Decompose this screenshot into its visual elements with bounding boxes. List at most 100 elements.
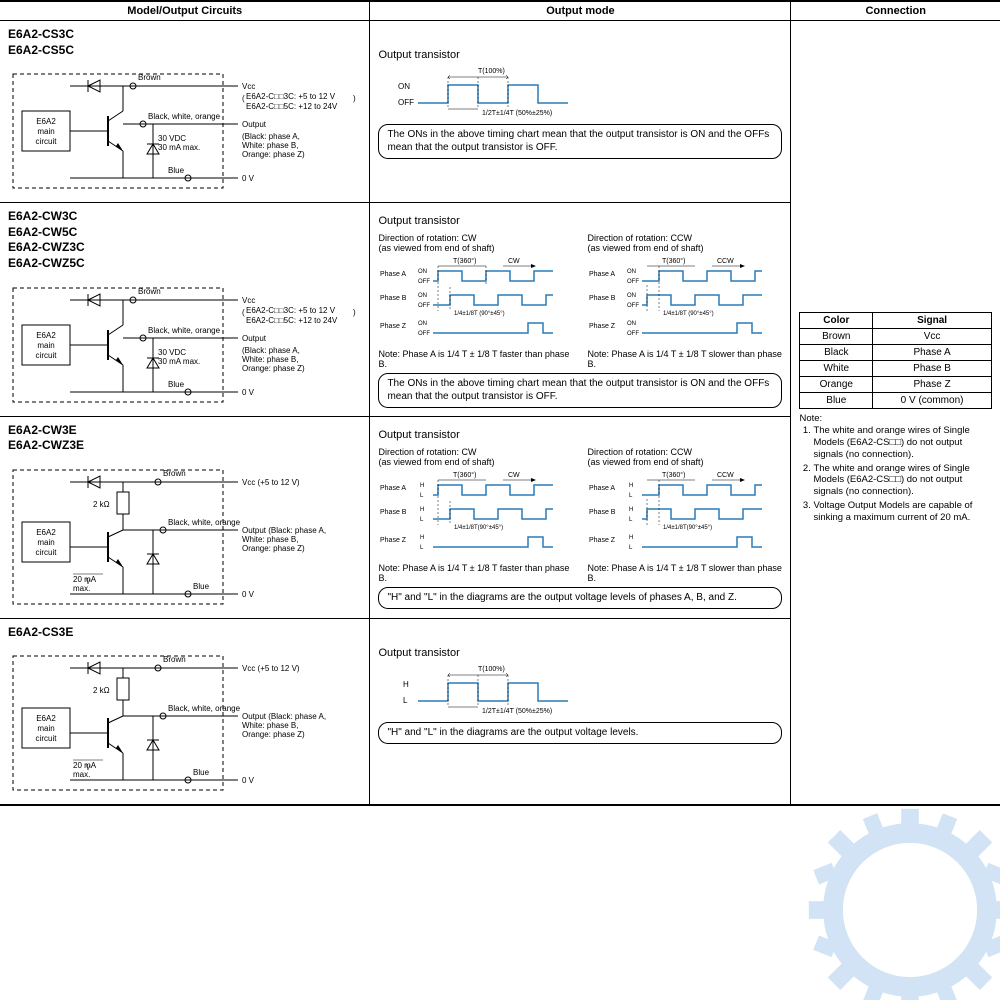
- svg-text:Vcc: Vcc: [242, 296, 255, 305]
- svg-text:(: (: [242, 308, 245, 317]
- rotation-cw-label: Direction of rotation: CW (as viewed fro…: [378, 233, 573, 253]
- svg-text:Phase A: Phase A: [380, 485, 406, 492]
- svg-text:H: H: [629, 507, 633, 513]
- svg-text:T(100%): T(100%): [478, 666, 505, 673]
- svg-text:ON: ON: [398, 82, 410, 91]
- svg-text:Blue: Blue: [193, 582, 210, 591]
- svg-text:E6A2: E6A2: [36, 331, 56, 340]
- svg-text:Phase A: Phase A: [589, 271, 615, 278]
- svg-text:CCW: CCW: [717, 472, 734, 479]
- svg-text:(Black: phase A,: (Black: phase A,: [242, 132, 300, 141]
- rotation-cw-label: Direction of rotation: CW (as viewed fro…: [378, 447, 573, 467]
- header-model: Model/Output Circuits: [0, 1, 370, 21]
- svg-text:Brown: Brown: [163, 655, 186, 664]
- note-cw: Note: Phase A is 1/4 T ± 1/8 T faster th…: [378, 349, 573, 369]
- svg-text:Brown: Brown: [163, 469, 186, 478]
- timing-ccw: T(360°) CCW Phase A H L Phase B H L: [587, 469, 782, 559]
- svg-text:Black, white, orange: Black, white, orange: [148, 326, 221, 335]
- svg-text:Phase A: Phase A: [589, 485, 615, 492]
- svg-text:L: L: [420, 517, 424, 523]
- svg-text:E6A2-C□□5C: +12 to 24V: E6A2-C□□5C: +12 to 24V: [246, 316, 338, 325]
- svg-text:Output: Output: [242, 120, 267, 129]
- svg-text:OFF: OFF: [418, 303, 430, 309]
- svg-text:ON: ON: [627, 293, 636, 299]
- svg-text:Output (Black: phase A,: Output (Black: phase A,: [242, 526, 326, 535]
- svg-text:L: L: [629, 493, 633, 499]
- svg-text:ON: ON: [418, 269, 427, 275]
- svg-text:L: L: [629, 517, 633, 523]
- table-row: E6A2-CS3C E6A2-CS5C E6A2 main circuit Br…: [0, 21, 1000, 203]
- circuit-diagram: E6A2 main circuit Brown Vcc ( E6A2-C□□3C…: [8, 280, 358, 410]
- svg-text:H: H: [403, 680, 409, 689]
- svg-text:Phase Z: Phase Z: [380, 323, 407, 330]
- svg-text:20 mA: 20 mA: [73, 761, 97, 770]
- svg-text:Vcc (+5 to 12 V): Vcc (+5 to 12 V): [242, 478, 300, 487]
- svg-text:main: main: [37, 127, 54, 136]
- svg-text:circuit: circuit: [36, 137, 58, 146]
- svg-text:ON: ON: [418, 321, 427, 327]
- svg-text:E6A2-C□□3C: +5 to 12 V: E6A2-C□□3C: +5 to 12 V: [246, 92, 336, 101]
- svg-text:circuit: circuit: [36, 734, 58, 743]
- svg-text:H: H: [629, 483, 633, 489]
- svg-text:1/4±1/8T(90°±45°): 1/4±1/8T(90°±45°): [454, 525, 503, 531]
- svg-text:max.: max.: [73, 770, 90, 779]
- svg-text:circuit: circuit: [36, 548, 58, 557]
- svg-text:main: main: [37, 341, 54, 350]
- timing-cw: T(360°) CW Phase A ON OFF Phase B ON OFF: [378, 255, 573, 345]
- output-title: Output transistor: [378, 215, 782, 227]
- svg-text:White: phase B,: White: phase B,: [242, 535, 298, 544]
- svg-text:Vcc: Vcc: [242, 82, 255, 91]
- svg-text:1/4±1/8T (90°±45°): 1/4±1/8T (90°±45°): [663, 311, 714, 317]
- svg-text:Blue: Blue: [168, 380, 185, 389]
- model-list: E6A2-CW3E E6A2-CWZ3E: [8, 423, 361, 454]
- timing-note: The ONs in the above timing chart mean t…: [378, 124, 782, 159]
- svg-text:E6A2-C□□5C: +12 to 24V: E6A2-C□□5C: +12 to 24V: [246, 102, 338, 111]
- svg-text:Orange: phase Z): Orange: phase Z): [242, 150, 305, 159]
- svg-text:OFF: OFF: [627, 279, 639, 285]
- rotation-ccw-label: Direction of rotation: CCW (as viewed fr…: [587, 233, 782, 253]
- svg-text:L: L: [420, 493, 424, 499]
- svg-text:Phase B: Phase B: [380, 509, 407, 516]
- svg-text:Phase B: Phase B: [589, 295, 616, 302]
- svg-text:E6A2: E6A2: [36, 117, 56, 126]
- svg-text:T(360°): T(360°): [662, 471, 685, 479]
- timing-note: The ONs in the above timing chart mean t…: [378, 373, 782, 408]
- circuit-diagram: E6A2 main circuit Brown Vcc (+5 to 12 V)…: [8, 648, 358, 798]
- rotation-ccw-label: Direction of rotation: CCW (as viewed fr…: [587, 447, 782, 467]
- output-title: Output transistor: [378, 49, 782, 61]
- header-connection: Connection: [791, 1, 1000, 21]
- svg-text:Output: Output: [242, 334, 267, 343]
- svg-text:L: L: [403, 696, 408, 705]
- svg-text:L: L: [420, 545, 424, 551]
- timing-note: "H" and "L" in the diagrams are the outp…: [378, 587, 782, 610]
- svg-text:CCW: CCW: [717, 258, 734, 265]
- circuit-diagram: E6A2 main circuit Brown Vcc ( E6A2-C□□3C…: [8, 66, 358, 196]
- svg-text:Orange: phase Z): Orange: phase Z): [242, 730, 305, 739]
- svg-text:Phase Z: Phase Z: [589, 537, 616, 544]
- timing-cw: T(360°) CW Phase A H L Phase B H L: [378, 469, 573, 559]
- connection-notes: Note: The white and orange wires of Sing…: [799, 413, 992, 524]
- svg-text:E6A2-C□□3C: +5 to 12 V: E6A2-C□□3C: +5 to 12 V: [246, 306, 336, 315]
- svg-text:ON: ON: [627, 321, 636, 327]
- svg-text:OFF: OFF: [418, 279, 430, 285]
- svg-text:): ): [353, 308, 356, 317]
- svg-text:0 V: 0 V: [242, 174, 255, 183]
- svg-text:30 mA max.: 30 mA max.: [158, 143, 200, 152]
- svg-text:Phase Z: Phase Z: [589, 323, 616, 330]
- watermark-logo: [800, 800, 1000, 1000]
- note-ccw: Note: Phase A is 1/4 T ± 1/8 T slower th…: [587, 349, 782, 369]
- svg-text:0 V: 0 V: [242, 590, 255, 599]
- svg-text:White: phase B,: White: phase B,: [242, 721, 298, 730]
- output-title: Output transistor: [378, 647, 782, 659]
- svg-text:White: phase B,: White: phase B,: [242, 141, 298, 150]
- svg-text:OFF: OFF: [627, 331, 639, 337]
- svg-text:1/2T±1/4T (50%±25%): 1/2T±1/4T (50%±25%): [482, 708, 552, 715]
- svg-text:1/2T±1/4T (50%±25%): 1/2T±1/4T (50%±25%): [482, 110, 552, 117]
- svg-text:Brown: Brown: [138, 287, 161, 296]
- svg-text:2 kΩ: 2 kΩ: [93, 686, 110, 695]
- svg-text:H: H: [420, 483, 424, 489]
- svg-text:Brown: Brown: [138, 73, 161, 82]
- svg-text:30 mA max.: 30 mA max.: [158, 357, 200, 366]
- svg-text:T(360°): T(360°): [453, 471, 476, 479]
- svg-text:Blue: Blue: [168, 166, 185, 175]
